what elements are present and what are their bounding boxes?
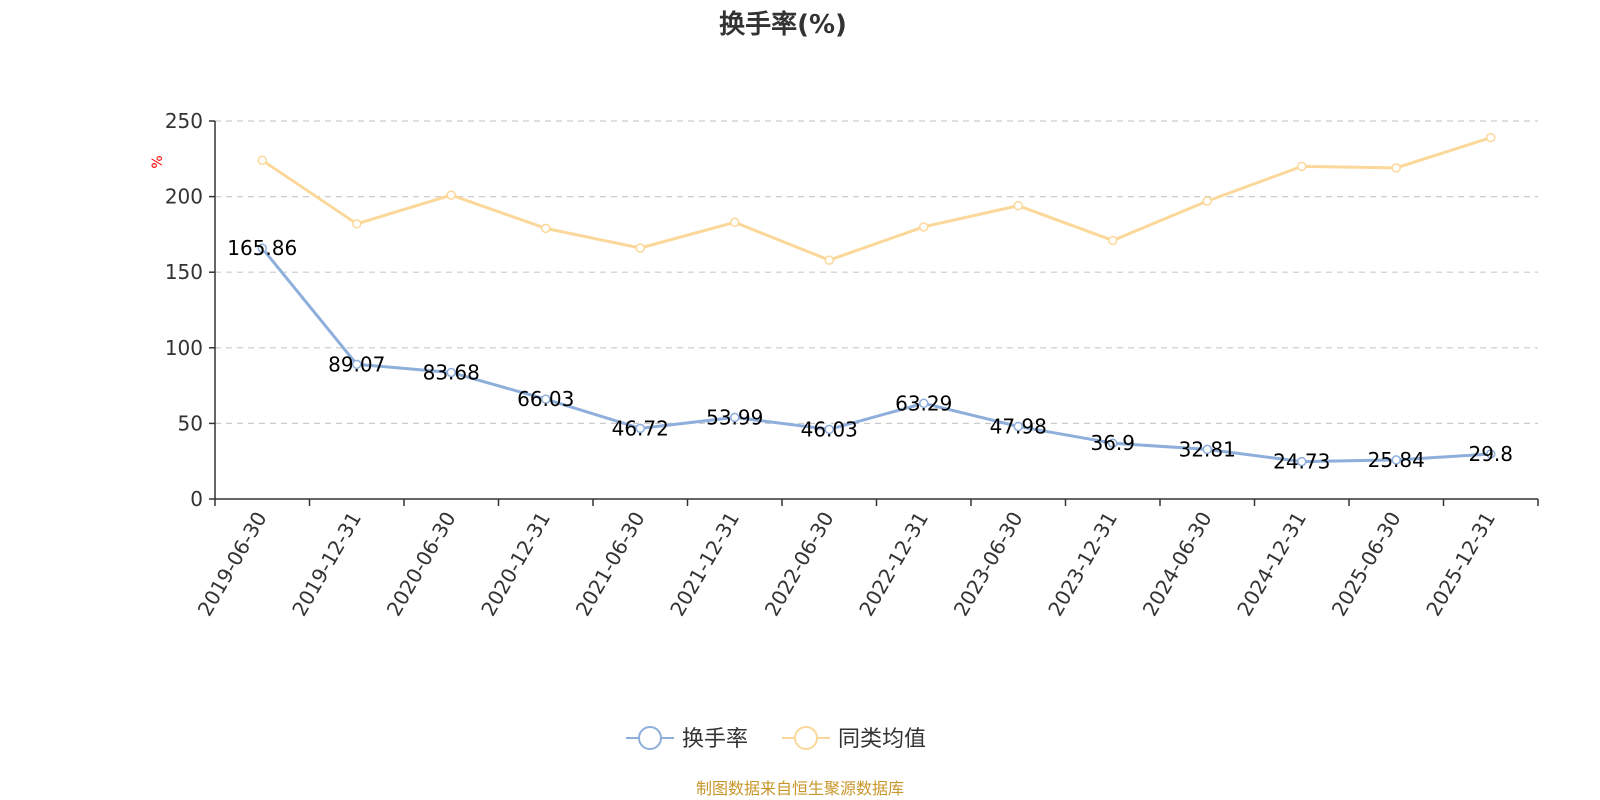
- data-point: [730, 412, 740, 423]
- data-point: [1297, 456, 1307, 467]
- legend-marker: [794, 726, 818, 750]
- legend-label: 换手率: [682, 727, 748, 752]
- x-tick-label: 2023-06-30: [949, 508, 1028, 621]
- x-tick-label: 2019-06-30: [193, 508, 272, 621]
- x-tick-label: 2025-06-30: [1327, 508, 1406, 621]
- y-tick-label: 0: [190, 487, 203, 511]
- data-label: 46.03: [801, 417, 858, 441]
- x-tick-label: 2024-12-31: [1232, 508, 1311, 621]
- data-label: 24.73: [1273, 450, 1330, 474]
- data-point: [1202, 196, 1212, 206]
- data-point: [1202, 444, 1212, 455]
- data-point: [1013, 200, 1023, 211]
- data-point: [541, 394, 551, 404]
- data-point: [824, 255, 834, 265]
- data-label: 25.84: [1368, 448, 1425, 472]
- data-point: [1391, 163, 1401, 173]
- data-point: [635, 243, 645, 253]
- data-point: [1108, 438, 1118, 448]
- data-point: [730, 217, 740, 228]
- data-point: [257, 155, 267, 166]
- series-line-0: [261, 247, 1491, 464]
- y-tick-label: 50: [178, 411, 203, 435]
- x-tick-label: 2025-12-31: [1421, 508, 1500, 621]
- chart-title: 换手率(%): [719, 9, 847, 40]
- x-tick-label: 2020-12-31: [476, 508, 555, 621]
- y-tick-label: 150: [165, 260, 203, 284]
- data-point: [919, 222, 929, 232]
- data-point: [541, 223, 551, 234]
- source-note: 制图数据来自恒生聚源数据库: [696, 779, 904, 798]
- data-point: [446, 190, 456, 200]
- data-label: 53.99: [706, 405, 763, 429]
- data-point: [1013, 421, 1023, 432]
- legend-marker: [638, 726, 662, 750]
- x-tick-label: 2021-06-30: [571, 508, 650, 621]
- x-tick-label: 2024-06-30: [1138, 508, 1217, 621]
- data-point: [1486, 449, 1496, 459]
- data-point: [352, 219, 362, 229]
- data-label: 46.72: [612, 416, 669, 440]
- data-point: [919, 398, 929, 409]
- data-point: [1391, 455, 1401, 465]
- data-label: 29.8: [1468, 442, 1513, 466]
- data-label: 36.9: [1090, 431, 1135, 455]
- x-tick-label: 2022-12-31: [854, 508, 933, 621]
- data-label: 165.86: [227, 236, 297, 260]
- legend-label: 同类均值: [838, 727, 926, 752]
- data-point: [446, 367, 456, 378]
- data-label: 47.98: [990, 414, 1047, 438]
- y-axis-label: %: [150, 155, 166, 168]
- data-label: 32.81: [1179, 437, 1236, 461]
- x-tick-label: 2022-06-30: [760, 508, 839, 621]
- data-point: [1486, 132, 1496, 143]
- x-tick-label: 2021-12-31: [665, 508, 744, 621]
- data-point: [1108, 235, 1118, 246]
- y-tick-label: 100: [165, 336, 203, 360]
- data-point: [824, 424, 834, 435]
- x-tick-label: 2020-06-30: [382, 508, 461, 621]
- data-label: 63.29: [895, 391, 952, 415]
- data-label: 83.68: [423, 360, 480, 384]
- grid-lines: [215, 120, 1538, 424]
- data-label: 89.07: [328, 352, 385, 376]
- y-tick-label: 200: [165, 185, 203, 209]
- data-label: 66.03: [517, 387, 574, 411]
- data-labels: 165.86 89.07 83.68 66.03 46.72 53.99 46.03 63.2…: [227, 236, 1513, 473]
- y-tick-label: 250: [165, 109, 203, 133]
- data-point: [1297, 161, 1307, 172]
- data-point: [257, 243, 267, 253]
- x-tick-label: 2023-12-31: [1043, 508, 1122, 621]
- data-point: [635, 423, 645, 434]
- data-point: [352, 359, 362, 370]
- x-tick-label: 2019-12-31: [287, 508, 366, 621]
- series-line-1: [261, 136, 1492, 262]
- series-layer: [257, 132, 1496, 467]
- legend[interactable]: 换手率 同类均值: [626, 726, 926, 752]
